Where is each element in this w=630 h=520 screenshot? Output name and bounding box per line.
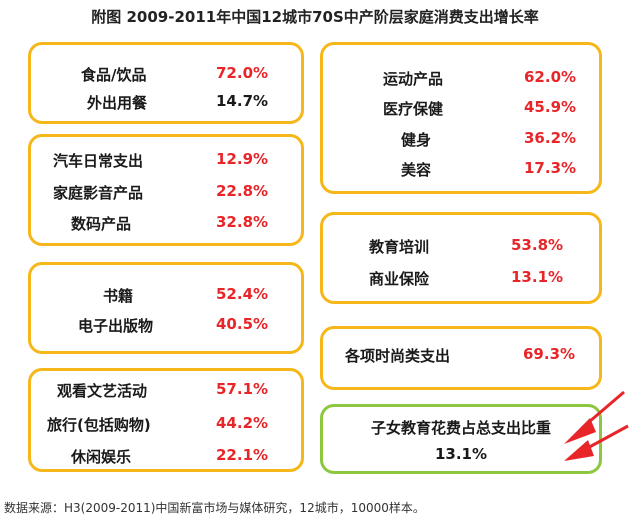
label-books: 书籍 [103,287,134,305]
value-dining-out: 14.7% [216,92,269,110]
value-books: 52.4% [216,285,269,303]
label-car: 汽车日常支出 [53,152,144,170]
value-ebooks: 40.5% [216,315,269,333]
label-travel: 旅行(包括购物) [47,416,151,434]
arrow-upper-head-icon [564,418,596,444]
value-digital: 32.8% [216,213,269,231]
value-sports: 62.0% [524,68,577,86]
value-food: 72.0% [216,64,269,82]
value-child-education: 13.1% [434,445,488,463]
box-child-education: 子女教育花费占总支出比重 13.1% [320,404,602,474]
label-healthcare: 医疗保健 [383,100,444,118]
page-title: 附图 2009-2011年中国12城市70S中产阶层家庭消费支出增长率 [91,8,539,26]
box-food: 食品/饮品 72.0% 外出用餐 14.7% [28,42,304,124]
label-entertainment: 休闲娱乐 [71,448,132,466]
label-dining-out: 外出用餐 [87,94,148,112]
data-source-note: 数据来源：H3(2009-2011)中国新富市场与媒体研究，12城市，10000… [4,501,425,515]
value-performances: 57.1% [216,380,269,398]
value-insurance: 13.1% [511,268,564,286]
label-sports: 运动产品 [383,70,444,88]
label-food: 食品/饮品 [81,66,147,84]
box-leisure: 观看文艺活动 57.1% 旅行(包括购物) 44.2% 休闲娱乐 22.1% [28,368,304,472]
arrow-lower-icon [583,424,629,452]
value-car: 12.9% [216,150,269,168]
label-insurance: 商业保险 [369,270,430,288]
box-car-digital: 汽车日常支出 12.9% 家庭影音产品 22.8% 数码产品 32.8% [28,134,304,246]
value-education: 53.8% [511,236,564,254]
value-fashion: 69.3% [523,345,576,363]
arrow-lower-head-icon [564,440,594,461]
label-fitness: 健身 [401,131,432,149]
label-digital: 数码产品 [71,215,132,233]
label-fashion: 各项时尚类支出 [345,347,451,365]
label-home-av: 家庭影音产品 [53,184,144,202]
value-healthcare: 45.9% [524,98,577,116]
value-beauty: 17.3% [524,159,577,177]
value-entertainment: 22.1% [216,446,269,464]
value-fitness: 36.2% [524,129,577,147]
box-education-insurance: 教育培训 53.8% 商业保险 13.1% [320,212,602,304]
value-home-av: 22.8% [216,182,269,200]
label-ebooks: 电子出版物 [78,317,154,335]
label-education: 教育培训 [369,238,430,256]
box-fashion: 各项时尚类支出 69.3% [320,326,602,390]
label-performances: 观看文艺活动 [57,382,148,400]
box-books: 书籍 52.4% 电子出版物 40.5% [28,262,304,354]
label-beauty: 美容 [401,161,432,179]
value-travel: 44.2% [216,414,269,432]
label-child-education: 子女教育花费占总支出比重 [370,419,551,437]
box-sports-health: 运动产品 62.0% 医疗保健 45.9% 健身 36.2% 美容 17.3% [320,42,602,194]
